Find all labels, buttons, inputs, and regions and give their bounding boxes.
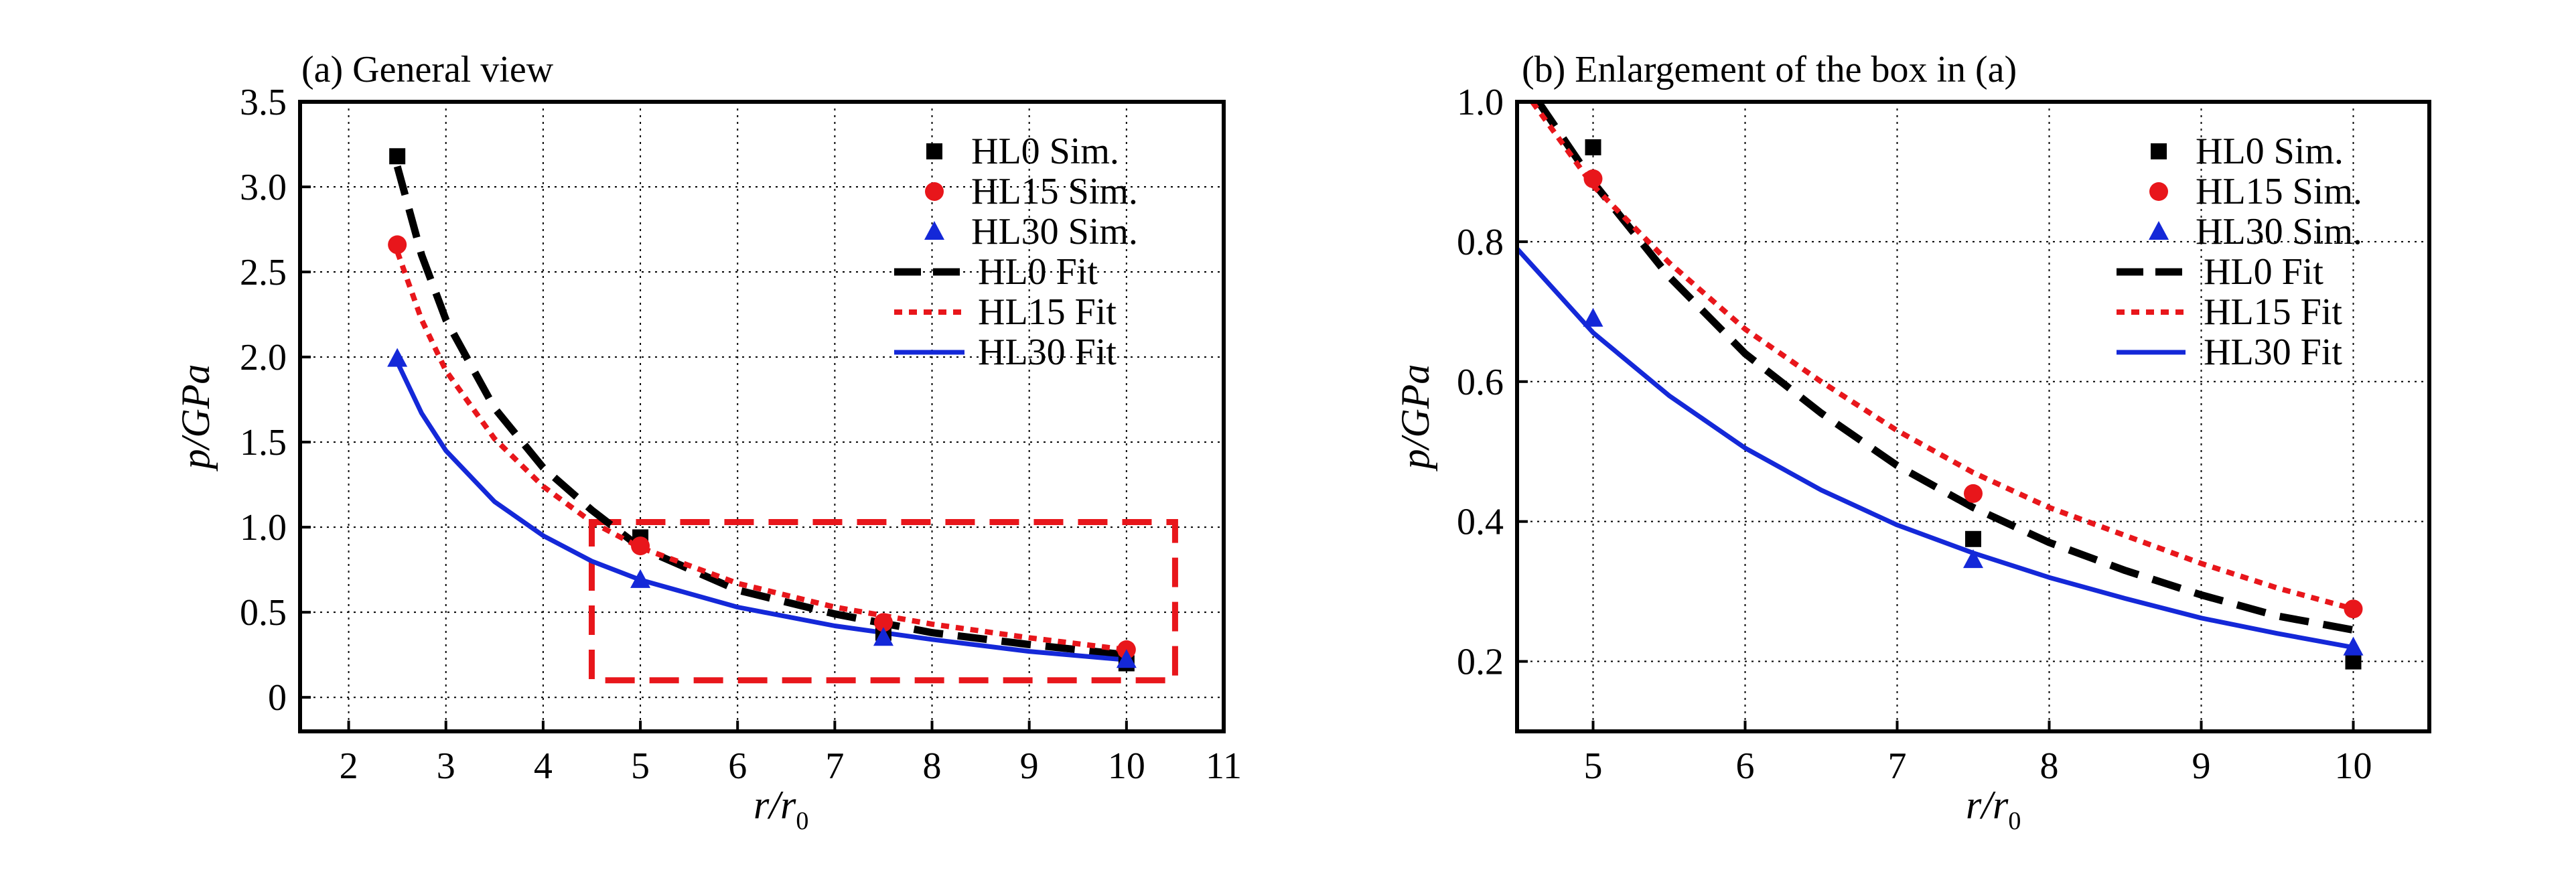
x-tick-label: 3 xyxy=(437,745,455,787)
y-tick-label: 1.0 xyxy=(240,507,287,549)
x-tick-label: 9 xyxy=(1020,745,1039,787)
y-tick-label: 0 xyxy=(268,677,287,719)
chart-panel-a: 2 3 4 5 6 7 8 9 10 11 0 0.5 1.0 1.5 2.0 2.5 3.0 3.5 HL0 Si… xyxy=(173,49,1242,835)
data-point-hl15-sim- xyxy=(631,536,650,556)
x-tick-label: 7 xyxy=(825,745,844,787)
legend-marker xyxy=(926,143,942,159)
y-tick-label: 0.4 xyxy=(1457,502,1504,543)
data-point-hl30-sim- xyxy=(387,348,408,367)
y-tick-label: 0.5 xyxy=(240,592,287,634)
y-tick-label: 1.5 xyxy=(240,422,287,463)
data-point-hl0-sim- xyxy=(2345,653,2362,670)
y-tick-label: 0.8 xyxy=(1457,222,1504,263)
legend-marker xyxy=(2149,182,2168,201)
y-axis-label: p/GPa xyxy=(1393,364,1437,472)
x-axis-label: r/r0 xyxy=(754,783,808,835)
x-tick-label: 9 xyxy=(2192,745,2211,787)
axes-frame xyxy=(1515,100,2431,733)
y-tick-label: 1.0 xyxy=(1457,82,1504,123)
x-axis-label-main: r/r xyxy=(754,783,796,827)
legend-label: HL15 Fit xyxy=(978,291,1117,333)
series-line-hl30-fit xyxy=(1517,246,2354,650)
data-point-hl30-sim- xyxy=(1583,307,1603,327)
data-point-hl30-sim- xyxy=(2343,636,2364,656)
axes-frame xyxy=(298,100,1226,733)
y-tick-label: 2.5 xyxy=(240,252,287,293)
series-line-hl15-fit xyxy=(395,250,1127,653)
grid xyxy=(1517,102,2429,731)
series-line-hl0-fit xyxy=(1535,102,2354,634)
data-point-hl15-sim- xyxy=(2344,599,2363,619)
legend-label: HL0 Sim. xyxy=(971,131,1119,172)
data-point-hl15-sim- xyxy=(873,613,893,632)
data-point-hl30-sim- xyxy=(630,569,651,588)
x-tick-label: 6 xyxy=(1736,745,1755,787)
legend-label: HL0 Fit xyxy=(2204,251,2323,293)
x-axis-label-main: r/r xyxy=(1966,783,2009,827)
series-line-hl30-fit xyxy=(395,361,1127,662)
y-tick-label: 2.0 xyxy=(240,337,287,378)
data-point-hl0-sim- xyxy=(1585,139,1601,155)
legend-marker xyxy=(2151,143,2167,159)
legend-label: HL30 Fit xyxy=(978,332,1117,373)
data-point-hl15-sim- xyxy=(388,235,407,255)
x-tick-label: 6 xyxy=(728,745,747,787)
x-axis-label-subscript: 0 xyxy=(796,807,808,835)
x-tick-label: 10 xyxy=(1108,745,1145,787)
data-point-hl0-sim- xyxy=(389,148,406,165)
x-tick-label: 4 xyxy=(534,745,553,787)
legend-label: HL0 Sim. xyxy=(2196,131,2344,172)
data-layer xyxy=(387,148,1137,672)
chart-title: (a) General view xyxy=(301,49,554,90)
x-tick-label: 5 xyxy=(1584,745,1603,787)
x-tick-label: 2 xyxy=(340,745,358,787)
legend-label: HL15 Sim. xyxy=(2196,171,2362,212)
legend-marker xyxy=(925,182,944,201)
data-point-hl30-sim- xyxy=(1116,649,1137,668)
data-layer xyxy=(1517,102,2364,670)
legend-label: HL0 Fit xyxy=(978,251,1098,293)
x-tick-label: 11 xyxy=(1206,745,1242,787)
y-tick-label: 0.2 xyxy=(1457,642,1504,683)
grid xyxy=(300,102,1224,731)
data-point-hl30-sim- xyxy=(1963,549,1983,569)
legend-label: HL30 Sim. xyxy=(2196,211,2362,252)
x-axis-label: r/r0 xyxy=(1966,783,2021,835)
data-point-hl0-sim- xyxy=(1965,530,1981,547)
zoom-box xyxy=(588,519,1178,684)
x-tick-label: 7 xyxy=(1888,745,1907,787)
y-axis-label: p/GPa xyxy=(173,364,218,472)
legend-marker xyxy=(924,221,944,240)
y-tick-label: 0.6 xyxy=(1457,362,1504,403)
x-tick-label: 8 xyxy=(923,745,942,787)
x-axis-label-subscript: 0 xyxy=(2008,807,2021,835)
legend-label: HL30 Fit xyxy=(2204,332,2342,373)
series-line-hl15-fit xyxy=(1530,102,2354,612)
x-tick-label: 5 xyxy=(631,745,650,787)
data-point-hl15-sim- xyxy=(1583,169,1603,188)
legend-marker xyxy=(2149,221,2169,240)
data-point-hl15-sim- xyxy=(1964,484,1983,503)
legend-label: HL30 Sim. xyxy=(971,211,1138,252)
legend-label: HL15 Fit xyxy=(2204,291,2342,333)
y-tick-label: 3.0 xyxy=(240,167,287,208)
legend-label: HL15 Sim. xyxy=(971,171,1138,212)
y-tick-label: 3.5 xyxy=(240,82,287,123)
x-tick-label: 10 xyxy=(2335,745,2372,787)
x-tick-label: 8 xyxy=(2040,745,2059,787)
chart-title: (b) Enlargement of the box in (a) xyxy=(1522,49,2017,90)
series-line-hl0-fit xyxy=(393,165,1127,659)
data-point-hl30-sim- xyxy=(873,627,893,646)
